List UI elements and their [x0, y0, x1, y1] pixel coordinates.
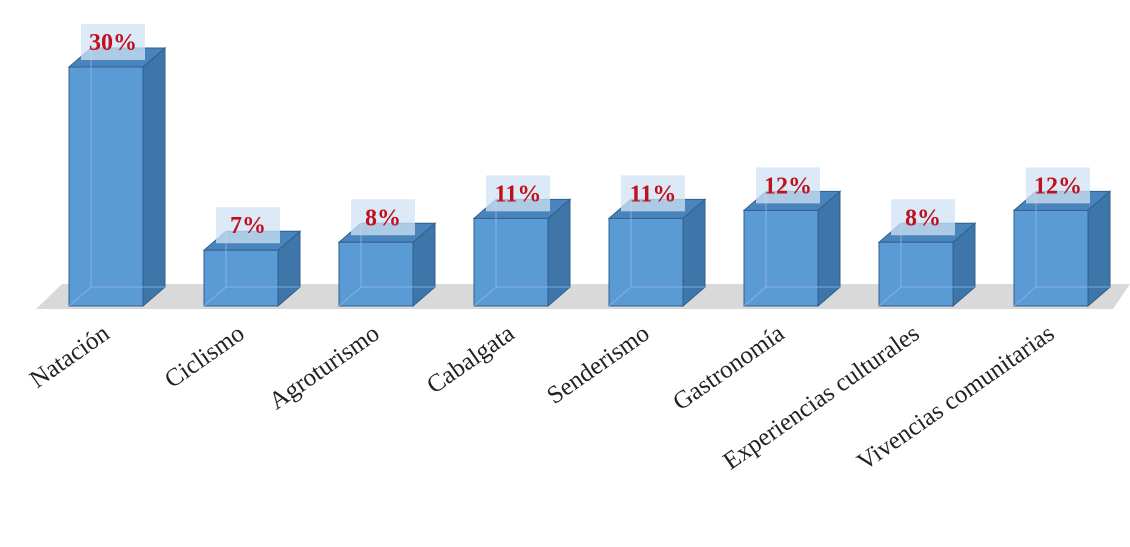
bar-side-vivencias-comunitarias [1087, 190, 1111, 308]
bar-experiencias-culturales [877, 222, 977, 308]
data-label-gastronomia: 12% [764, 173, 812, 199]
x-tick-label-natacion: Natación [25, 320, 115, 394]
data-label-vivencias-comunitarias: 12% [1034, 173, 1082, 199]
data-label-agroturismo: 8% [365, 205, 401, 231]
bar-inner-diag-agroturismo [338, 286, 362, 307]
bar-inner-diag-senderismo [608, 286, 632, 307]
chart-floor [36, 284, 1130, 309]
bar-front-cabalgata [473, 217, 549, 307]
bar-front-senderismo [608, 217, 684, 307]
data-label-box-vivencias-comunitarias [1026, 167, 1090, 204]
bar-vivencias-comunitarias [1012, 190, 1112, 308]
data-label-cabalgata: 11% [495, 181, 542, 207]
data-label-box-cabalgata [486, 175, 550, 212]
bar-front-gastronomia [743, 209, 819, 307]
bar-front-ciclismo [203, 249, 279, 307]
bar-group [67, 46, 1112, 308]
bar-inner-diag-experiencias-culturales [878, 286, 902, 307]
data-label-experiencias-culturales: 8% [905, 205, 941, 231]
bar-inner-diag-natacion [68, 286, 92, 307]
x-tick-label-agroturismo: Agroturismo [264, 320, 384, 415]
x-tick-label-ciclismo: Ciclismo [160, 320, 249, 394]
bar-senderismo [607, 198, 707, 308]
bar-inner-diag-ciclismo [203, 286, 227, 307]
data-label-ciclismo: 7% [230, 213, 266, 239]
data-label-box-gastronomia [756, 167, 820, 204]
x-tick-label-cabalgata: Cabalgata [422, 320, 519, 399]
data-label-box-senderismo [621, 175, 685, 212]
bar-inner-diag-cabalgata [473, 286, 497, 307]
bar-cabalgata [472, 198, 572, 308]
bar-side-natacion [142, 46, 166, 308]
data-label-natacion: 30% [89, 30, 137, 56]
bar-gastronomia [742, 190, 842, 308]
x-tick-label-gastronomia: Gastronomía [668, 320, 789, 416]
data-label-group: 30% 7% 8% 11% 11% 12% 8% 12% [81, 24, 1090, 244]
bar-agroturismo [337, 222, 437, 308]
data-label-box-experiencias-culturales [891, 199, 955, 236]
x-tick-label-senderismo: Senderismo [542, 320, 654, 410]
bar-front-natacion [68, 66, 144, 307]
data-label-box-agroturismo [351, 199, 415, 236]
data-label-box-ciclismo [216, 207, 280, 244]
bar-side-gastronomia [817, 190, 841, 308]
data-label-senderismo: 11% [630, 181, 677, 207]
bar-front-vivencias-comunitarias [1013, 209, 1089, 307]
data-label-box-natacion [81, 24, 145, 60]
x-tick-label-group: Natación Ciclismo Agroturismo Cabalgata Send… [25, 320, 1059, 477]
bar-inner-diag-vivencias-comunitarias [1013, 286, 1037, 307]
bar-natacion [67, 46, 167, 308]
bar-inner-diag-gastronomia [743, 286, 767, 307]
